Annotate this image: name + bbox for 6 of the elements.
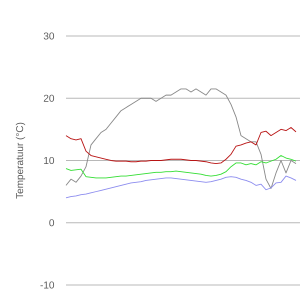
y-tick-label: 10: [44, 156, 54, 164]
y-tick-label: 30: [44, 32, 54, 40]
y-tick-label: -10: [40, 281, 54, 289]
y-tick-label: 20: [44, 94, 54, 102]
y-tick-label: 0: [49, 219, 54, 226]
y-axis-title: Temperatuur (°C): [16, 122, 26, 199]
